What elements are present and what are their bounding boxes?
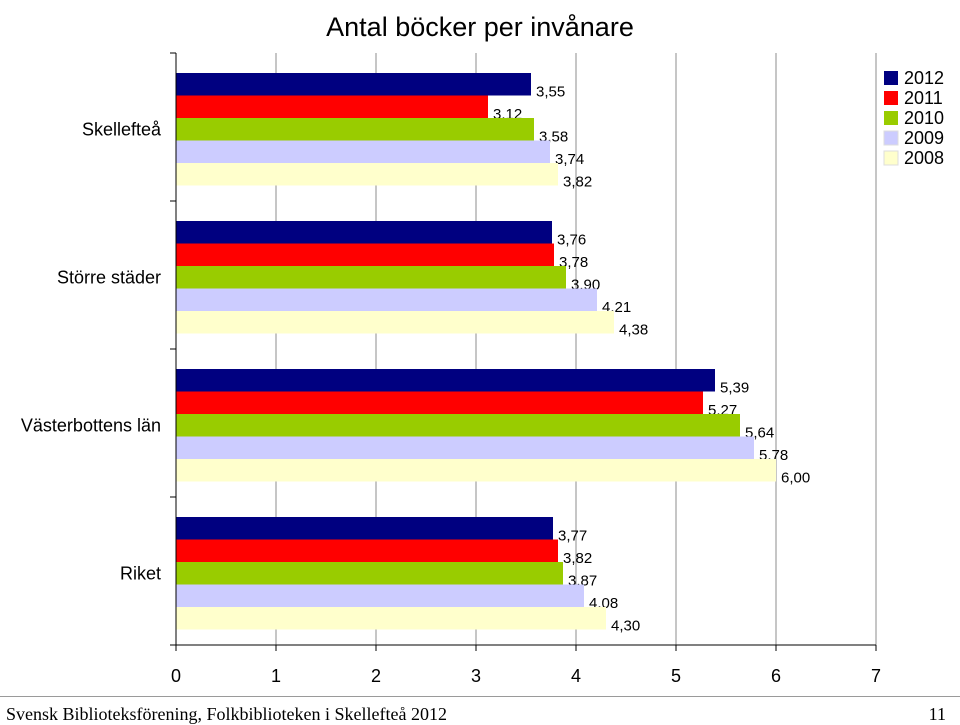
data-label: 3,76 bbox=[557, 231, 586, 248]
category-label: Större städer bbox=[57, 267, 161, 287]
data-label: 3,78 bbox=[559, 254, 588, 271]
data-label: 3,55 bbox=[536, 83, 565, 100]
x-tick-label: 1 bbox=[271, 666, 281, 686]
bar bbox=[176, 118, 534, 141]
bar bbox=[176, 369, 715, 392]
bar-chart: 3,553,123,583,743,82Skellefteå3,763,783,… bbox=[21, 52, 944, 686]
data-label: 3,77 bbox=[558, 527, 587, 544]
bar bbox=[176, 459, 776, 482]
x-tick-label: 5 bbox=[671, 666, 681, 686]
bar bbox=[176, 607, 606, 630]
data-label: 4,30 bbox=[611, 617, 640, 634]
data-label: 6,00 bbox=[781, 469, 810, 486]
data-label: 3,82 bbox=[563, 173, 592, 190]
bar bbox=[176, 539, 558, 562]
data-label: 3,74 bbox=[555, 151, 584, 168]
footer-divider bbox=[0, 696, 960, 697]
bar bbox=[176, 562, 563, 585]
bar bbox=[176, 391, 703, 414]
legend-label: 2010 bbox=[904, 108, 944, 128]
bar bbox=[176, 140, 550, 163]
footer-text: Svensk Biblioteksförening, Folkbibliotek… bbox=[6, 704, 447, 724]
legend-swatch bbox=[883, 150, 899, 166]
bar bbox=[176, 73, 531, 96]
bar bbox=[176, 414, 740, 437]
category-label: Västerbottens län bbox=[21, 415, 161, 435]
x-tick-label: 0 bbox=[171, 666, 181, 686]
bar bbox=[176, 221, 552, 244]
chart-title: Antal böcker per invånare bbox=[326, 12, 634, 42]
data-label: 3,82 bbox=[563, 550, 592, 567]
x-tick-label: 7 bbox=[871, 666, 881, 686]
category-label: Riket bbox=[120, 563, 161, 583]
x-tick-label: 2 bbox=[371, 666, 381, 686]
bar bbox=[176, 163, 558, 186]
legend-swatch bbox=[884, 71, 898, 85]
bar bbox=[176, 243, 554, 266]
bar bbox=[176, 311, 614, 334]
bar bbox=[176, 436, 754, 459]
x-tick-label: 6 bbox=[771, 666, 781, 686]
category-label: Skellefteå bbox=[82, 119, 162, 139]
x-tick-label: 3 bbox=[471, 666, 481, 686]
legend-label: 2009 bbox=[904, 128, 944, 148]
bar bbox=[176, 266, 566, 289]
legend-swatch bbox=[883, 130, 899, 146]
legend-label: 2011 bbox=[904, 88, 943, 108]
data-label: 5,39 bbox=[720, 379, 749, 396]
x-tick-label: 4 bbox=[571, 666, 581, 686]
legend-label: 2008 bbox=[904, 148, 944, 168]
legend-label: 2012 bbox=[904, 68, 944, 88]
bar bbox=[176, 517, 553, 540]
bar bbox=[176, 95, 488, 118]
bar bbox=[176, 288, 597, 311]
data-label: 4,38 bbox=[619, 321, 648, 338]
bar bbox=[176, 584, 584, 607]
legend-swatch bbox=[884, 111, 898, 125]
page-number: 11 bbox=[928, 704, 946, 724]
legend-swatch bbox=[884, 91, 898, 105]
